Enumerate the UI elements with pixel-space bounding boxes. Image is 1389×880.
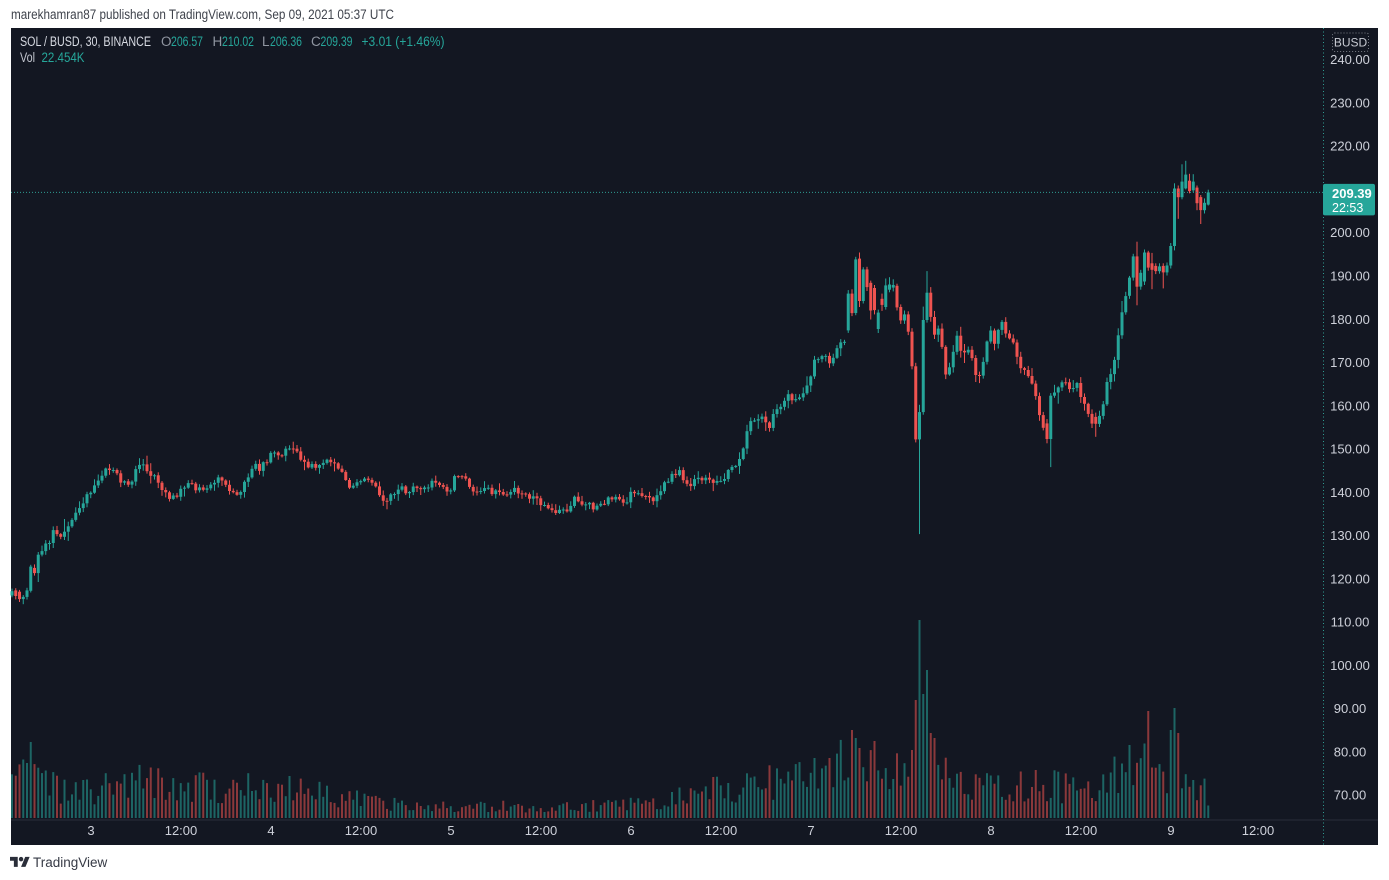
svg-text:BUSD: BUSD [1334,36,1368,50]
svg-text:12:00: 12:00 [525,823,558,838]
svg-text:22.454K: 22.454K [42,50,85,65]
svg-text:170.00: 170.00 [1330,355,1370,370]
svg-text:12:00: 12:00 [1242,823,1275,838]
svg-text:12:00: 12:00 [705,823,738,838]
svg-text:206.57: 206.57 [171,34,203,49]
svg-text:+3.01 (+1.46%): +3.01 (+1.46%) [362,34,445,49]
svg-text:12:00: 12:00 [1065,823,1098,838]
svg-text:12:00: 12:00 [165,823,198,838]
svg-text:Vol: Vol [20,50,35,65]
svg-text:140.00: 140.00 [1330,485,1370,500]
svg-text:110.00: 110.00 [1331,615,1370,630]
svg-text:7: 7 [807,823,814,838]
svg-text:120.00: 120.00 [1330,571,1370,586]
svg-text:O: O [161,34,172,49]
svg-text:240.00: 240.00 [1330,52,1370,67]
svg-text:8: 8 [987,823,994,838]
svg-text:160.00: 160.00 [1330,398,1370,413]
svg-text:230.00: 230.00 [1330,96,1370,111]
svg-text:L: L [262,34,270,49]
svg-text:TradingView: TradingView [33,855,108,870]
svg-text:150.00: 150.00 [1330,442,1370,457]
svg-text:200.00: 200.00 [1330,225,1370,240]
svg-text:180.00: 180.00 [1330,312,1370,327]
svg-text:220.00: 220.00 [1330,139,1370,154]
svg-text:90.00: 90.00 [1334,701,1367,716]
svg-text:H: H [213,34,223,49]
svg-text:209.39: 209.39 [1332,186,1372,201]
svg-text:4: 4 [267,823,274,838]
svg-text:206.36: 206.36 [270,34,302,49]
svg-text:12:00: 12:00 [345,823,378,838]
svg-text:12:00: 12:00 [885,823,918,838]
svg-text:marekhamran87 published on Tra: marekhamran87 published on TradingView.c… [11,7,394,22]
svg-text:5: 5 [447,823,454,838]
svg-text:210.02: 210.02 [222,34,254,49]
svg-text:6: 6 [627,823,634,838]
svg-text:190.00: 190.00 [1330,269,1370,284]
svg-text:SOL / BUSD, 30, BINANCE: SOL / BUSD, 30, BINANCE [20,34,151,49]
svg-text:3: 3 [87,823,94,838]
svg-text:70.00: 70.00 [1334,788,1367,803]
svg-text:C: C [311,34,321,49]
svg-text:100.00: 100.00 [1330,658,1370,673]
svg-text:9: 9 [1167,823,1174,838]
svg-text:209.39: 209.39 [321,34,353,49]
svg-text:80.00: 80.00 [1334,744,1367,759]
svg-text:22:53: 22:53 [1332,201,1363,215]
svg-text:130.00: 130.00 [1330,528,1370,543]
